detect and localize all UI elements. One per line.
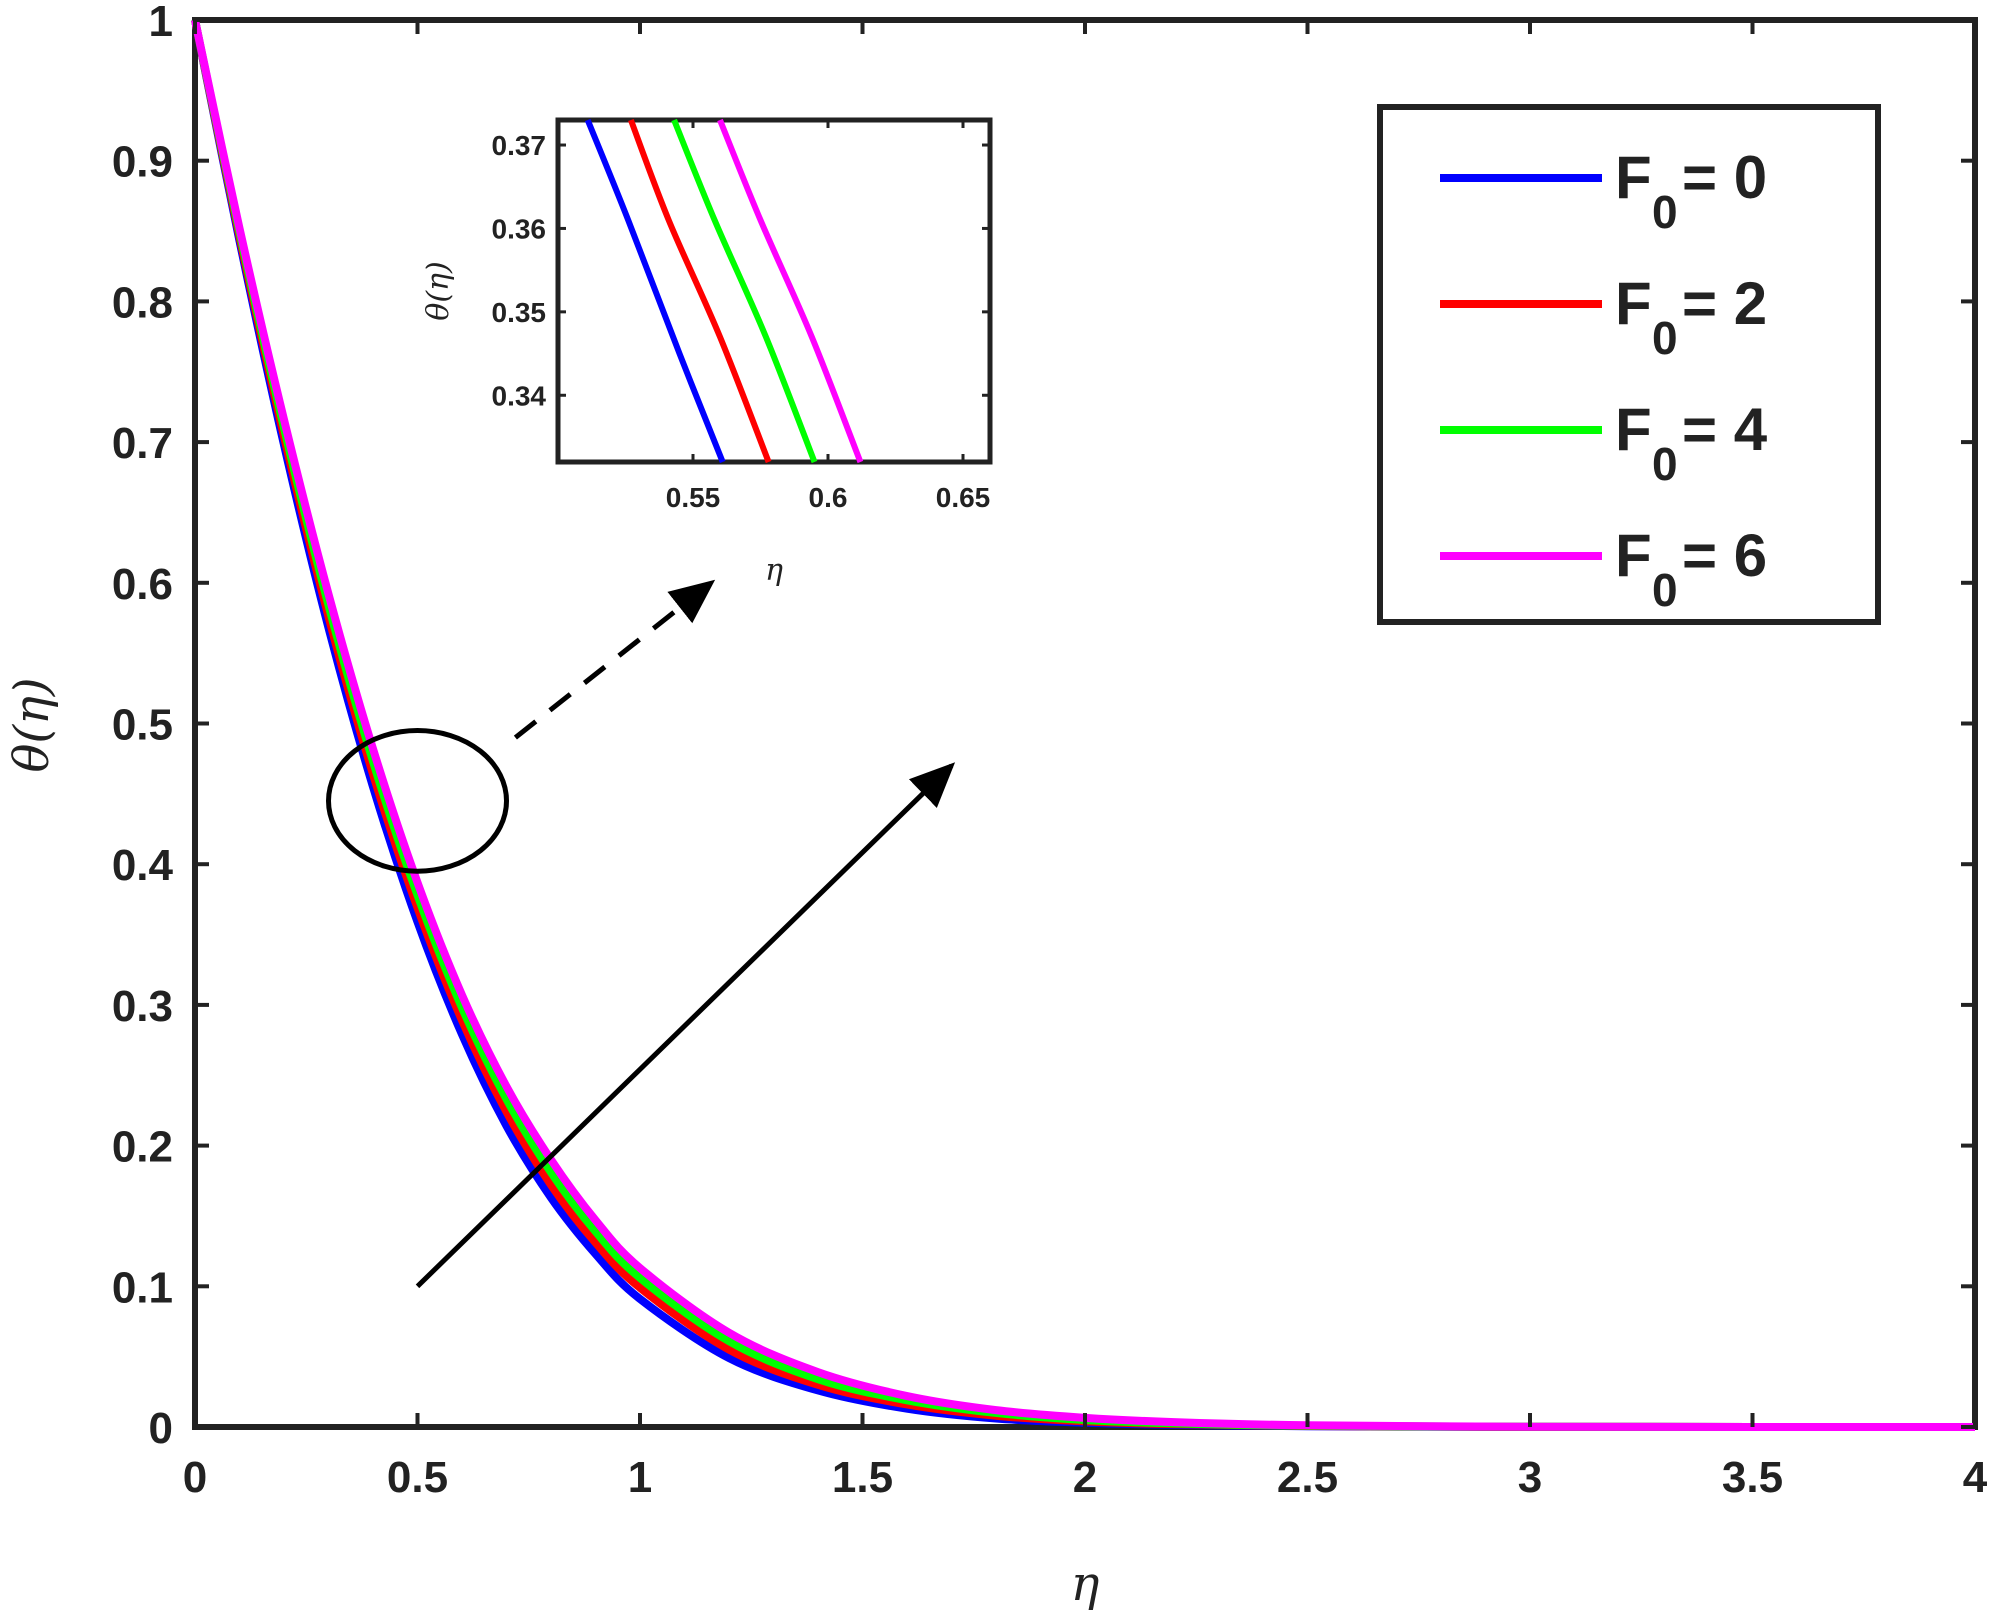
legend-label-subscript: 0	[1652, 564, 1678, 616]
annotations	[326, 579, 956, 1289]
x-tick-label: 0	[183, 1453, 207, 1502]
legend-label-main: F	[1615, 522, 1652, 589]
y-tick-label: 0.2	[112, 1123, 173, 1172]
legend-label-subscript: 0	[1652, 312, 1678, 364]
x-tick-label: 2.5	[1277, 1453, 1338, 1502]
x-tick-label: 1	[628, 1453, 652, 1502]
legend-entry: F0 = 0	[1440, 144, 1767, 238]
inset-x-ticks: 0.55 0.6 0.65	[666, 120, 991, 513]
y-tick-label: 0	[149, 1404, 173, 1453]
inset-series-line-0	[584, 118, 726, 464]
legend-entry: F0 = 2	[1440, 270, 1767, 364]
x-tick-label: 3	[1518, 1453, 1542, 1502]
inset-y-tick-label: 0.34	[492, 380, 547, 411]
x-axis-label: η	[1071, 1556, 1100, 1612]
inset-y-tick-label: 0.36	[492, 213, 547, 244]
inset-series-line-1	[628, 118, 772, 464]
inset-frame	[555, 117, 993, 465]
legend-label-value: = 4	[1682, 396, 1768, 463]
y-tick-label: 0.5	[112, 701, 173, 750]
inset-y-ticks: 0.34 0.35 0.36 0.37	[492, 130, 990, 411]
legend-label-subscript: 0	[1652, 186, 1678, 238]
legend-label-value: = 2	[1682, 270, 1767, 337]
x-tick-label: 1.5	[832, 1453, 893, 1502]
y-tick-label: 0.7	[112, 419, 173, 468]
y-tick-label: 0.6	[112, 560, 173, 609]
legend-entries: F0 = 0F0 = 2F0 = 4F0 = 6	[1440, 144, 1768, 616]
y-tick-label: 0.4	[112, 841, 174, 890]
x-tick-label: 3.5	[1722, 1453, 1783, 1502]
inset-x-tick-label: 0.6	[809, 482, 848, 513]
y-ticks: 0 0.1 0.2 0.3 0.4 0.5 0.6 0.7 0.8 0.9 1	[112, 0, 1975, 1453]
y-tick-label: 0.3	[112, 982, 173, 1031]
inset-x-axis-label: η	[765, 553, 783, 588]
y-axis-label: θ(η)	[4, 677, 60, 772]
y-tick-label: 1	[149, 0, 173, 46]
inset-y-tick-label: 0.37	[492, 130, 547, 161]
legend-label-main: F	[1615, 396, 1652, 463]
legend-label-main: F	[1615, 144, 1652, 211]
legend-box	[1377, 104, 1881, 625]
inset-x-tick-label: 0.55	[666, 482, 721, 513]
inset-pointer-arrow	[513, 579, 716, 740]
legend-entry: F0 = 4	[1440, 396, 1768, 490]
x-tick-label: 0.5	[387, 1453, 448, 1502]
inset-x-tick-label: 0.65	[936, 482, 991, 513]
legend-label-value: = 0	[1682, 144, 1767, 211]
series-layer	[191, 19, 1976, 1432]
trend-arrow	[415, 762, 956, 1289]
inset-series-line-3	[717, 118, 864, 464]
x-ticks: 0 0.5 1 1.5 2 2.5 3 3.5 4	[183, 20, 1988, 1502]
inset-series-line-2	[671, 118, 818, 464]
legend-label-subscript: 0	[1652, 438, 1678, 490]
series-line-3	[191, 19, 1976, 1432]
inset-series-layer	[584, 118, 864, 464]
y-tick-label: 0.9	[112, 138, 173, 187]
inset-y-axis-label: θ(η)	[421, 261, 456, 320]
legend-label-main: F	[1615, 270, 1652, 337]
x-tick-label: 2	[1073, 1453, 1097, 1502]
legend-label-value: = 6	[1682, 522, 1767, 589]
legend: F0 = 0F0 = 2F0 = 4F0 = 6	[1377, 104, 1881, 625]
y-tick-label: 0.1	[112, 1263, 173, 1312]
inset-plot: 0.55 0.6 0.65 0.34 0.35 0.36 0.37 η θ(η)	[421, 117, 993, 588]
x-tick-label: 4	[1963, 1453, 1988, 1502]
legend-entry: F0 = 6	[1440, 522, 1767, 616]
y-tick-label: 0.8	[112, 278, 173, 327]
inset-y-tick-label: 0.35	[492, 297, 547, 328]
zoom-region-ellipse	[326, 728, 509, 874]
